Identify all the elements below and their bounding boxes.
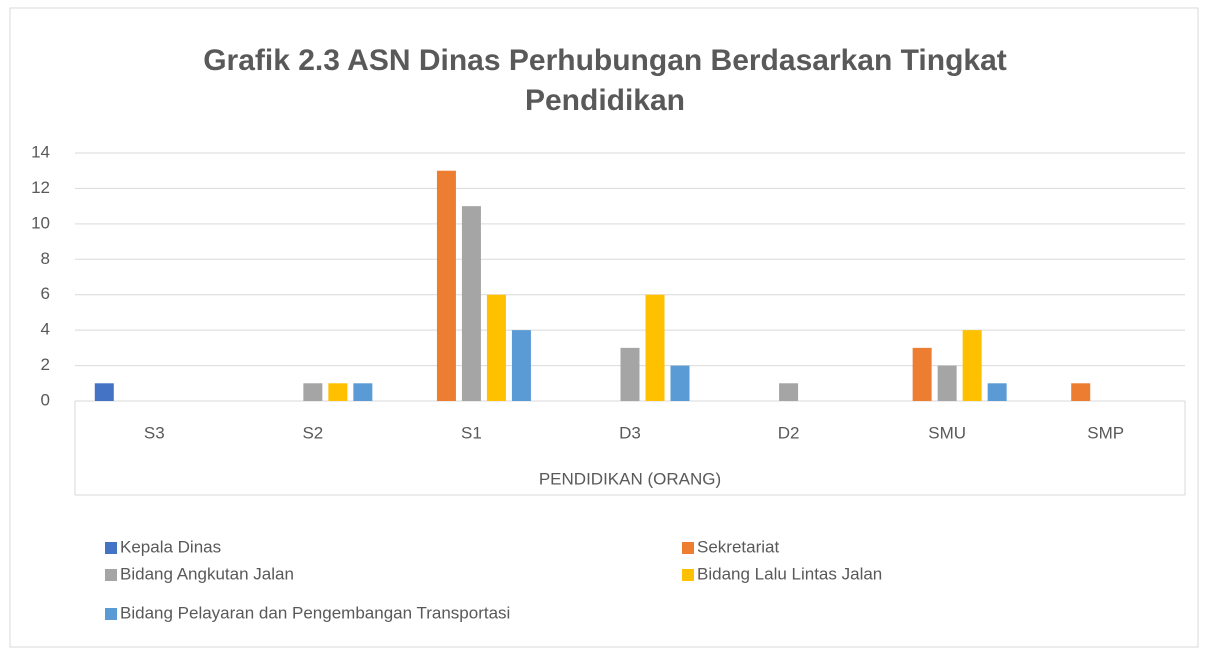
legend-label: Bidang Lalu Lintas Jalan [697,564,882,583]
chart-frame [9,7,1199,648]
x-tick-label: S3 [144,423,165,442]
x-tick-label: S2 [302,423,323,442]
x-tick-label: SMU [928,423,966,442]
bar [303,383,323,401]
bar [511,330,531,401]
legend-swatch [105,569,117,581]
legend-label: Bidang Pelayaran dan Pengembangan Transp… [120,603,510,622]
y-tick-label: 6 [41,284,50,303]
legend-swatch [105,542,117,554]
y-tick-label: 10 [31,213,50,232]
bar [670,365,690,401]
y-tick-label: 12 [31,178,50,197]
x-tick-label: D2 [778,423,800,442]
y-tick-label: 0 [41,390,50,409]
legend-swatch [105,608,117,620]
bar [962,330,982,401]
legend-label: Kepala Dinas [120,537,221,556]
bar [987,383,1007,401]
y-tick-label: 4 [41,320,50,339]
bar [779,383,799,401]
bar [937,365,957,401]
bar [645,294,665,401]
bar [353,383,373,401]
x-tick-label: SMP [1087,423,1124,442]
bar [486,294,506,401]
chart-title: Grafik 2.3 ASN Dinas Perhubungan Berdasa… [203,44,1007,77]
y-tick-label: 14 [31,142,50,161]
bar [912,347,932,401]
legend-swatch [682,569,694,581]
bar [94,383,114,401]
x-tick-label: D3 [619,423,641,442]
x-axis-title: PENDIDIKAN (ORANG) [539,469,721,488]
bar [436,170,456,401]
bar [1071,383,1091,401]
bar [620,347,640,401]
legend-swatch [682,542,694,554]
chart-title: Pendidikan [525,84,685,117]
legend-label: Bidang Angkutan Jalan [120,564,294,583]
y-tick-label: 8 [41,249,50,268]
x-tick-label: S1 [461,423,482,442]
bar [461,206,481,401]
y-tick-label: 2 [41,355,50,374]
bar [328,383,348,401]
legend-label: Sekretariat [697,537,779,556]
